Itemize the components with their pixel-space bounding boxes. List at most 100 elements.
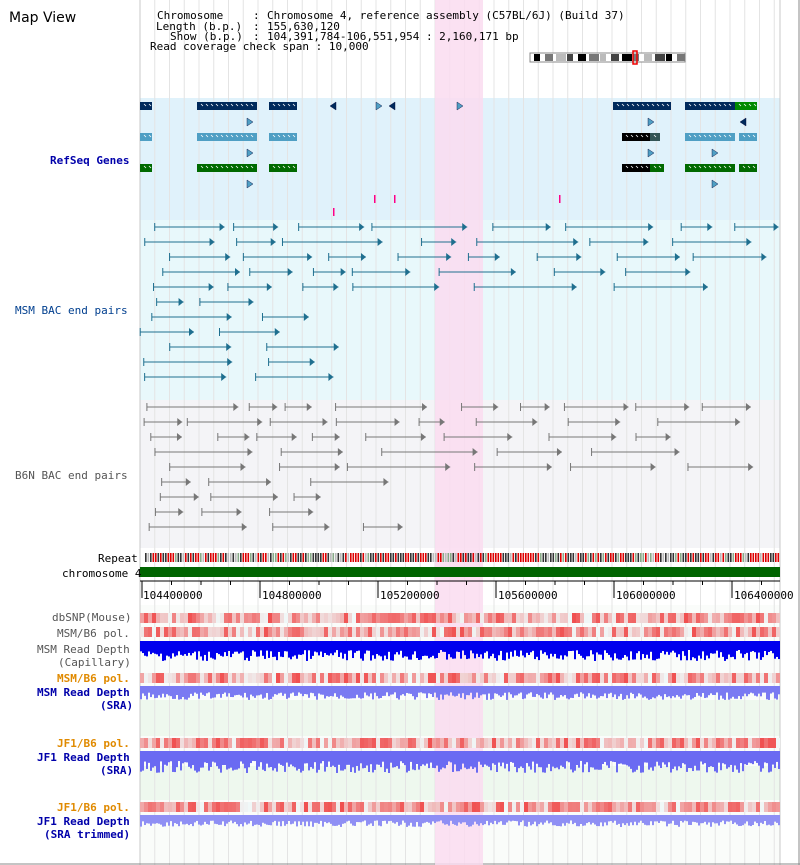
read-depth-bar: [598, 686, 600, 698]
read-depth-bar: [562, 641, 564, 660]
read-depth-bar: [306, 815, 308, 822]
polymorphism-cell: [432, 802, 436, 812]
repeat-element: [340, 553, 342, 562]
read-depth-bar: [472, 815, 474, 825]
bac-end-arrow: [266, 478, 272, 486]
polymorphism-cell: [292, 738, 296, 748]
polymorphism-cell: [428, 673, 432, 683]
jf1-depth-sub: (SRA): [100, 764, 134, 777]
polymorphism-cell: [768, 738, 772, 748]
repeat-element: [592, 553, 595, 562]
repeat-element: [482, 553, 485, 562]
repeat-element: [197, 553, 200, 562]
polymorphism-cell: [224, 613, 228, 623]
read-depth-bar: [768, 815, 770, 825]
repeat-element: [502, 553, 505, 562]
polymorphism-cell: [568, 627, 572, 637]
polymorphism-cell: [420, 613, 424, 623]
bac-end-arrow: [227, 358, 233, 366]
polymorphism-cell: [568, 802, 572, 812]
polymorphism-cell: [352, 738, 356, 748]
polymorphism-cell: [584, 738, 588, 748]
read-depth-bar: [350, 751, 352, 772]
polymorphism-cell: [332, 738, 336, 748]
polymorphism-cell: [692, 627, 696, 637]
gene-tick: [235, 103, 239, 107]
polymorphism-cell: [292, 627, 296, 637]
read-depth-bar: [384, 641, 386, 656]
read-depth-bar: [540, 686, 542, 698]
read-depth-bar: [574, 686, 576, 695]
read-depth-bar: [200, 641, 202, 657]
repeat-element: [722, 553, 725, 562]
msm-bac-label[interactable]: MSM BAC end pairs: [15, 304, 128, 317]
b6n-bac-label[interactable]: B6N BAC end pairs: [15, 469, 128, 482]
read-depth-bar: [324, 686, 326, 699]
read-depth-bar: [460, 751, 462, 770]
polymorphism-cell: [484, 627, 488, 637]
refseq-genes-label[interactable]: RefSeq Genes: [50, 154, 130, 167]
read-depth-bar: [264, 751, 266, 772]
polymorphism-cell: [432, 613, 436, 623]
read-depth-bar: [646, 686, 648, 699]
read-depth-bar: [522, 686, 524, 700]
read-depth-bar: [218, 815, 220, 825]
polymorphism-cell: [376, 627, 380, 637]
read-depth-bar: [484, 686, 486, 695]
read-depth-bar: [324, 641, 326, 654]
read-depth-bar: [298, 686, 300, 693]
read-depth-bar: [454, 641, 456, 659]
read-depth-bar: [592, 751, 594, 768]
read-depth-bar: [568, 751, 570, 763]
repeat-element: [240, 553, 242, 562]
read-depth-bar: [300, 751, 302, 773]
polymorphism-cell: [220, 802, 224, 812]
read-depth-bar: [568, 641, 570, 652]
read-depth-bar: [400, 686, 402, 696]
read-depth-bar: [390, 815, 392, 821]
read-depth-bar: [598, 751, 600, 770]
gene-tick: [631, 103, 635, 107]
read-depth-bar: [446, 641, 448, 660]
polymorphism-cell: [168, 738, 172, 748]
read-depth-bar: [740, 686, 742, 700]
read-depth-bar: [616, 686, 618, 700]
polymorphism-cell: [564, 802, 568, 812]
read-depth-bar: [382, 815, 384, 821]
read-depth-bar: [362, 815, 364, 822]
gene-tick: [645, 134, 649, 138]
read-depth-bar: [722, 751, 724, 764]
read-depth-bar: [720, 815, 722, 823]
repeat-element: [272, 553, 275, 562]
read-depth-bar: [598, 641, 600, 655]
polymorphism-cell: [328, 673, 332, 683]
read-depth-bar: [474, 686, 476, 698]
polymorphism-cell: [200, 673, 204, 683]
polymorphism-cell: [768, 613, 772, 623]
read-depth-bar: [468, 751, 470, 769]
gene-tick: [656, 103, 660, 107]
repeat-element: [145, 553, 147, 562]
gene-tick: [282, 103, 286, 107]
read-depth-bar: [668, 641, 670, 655]
read-depth-bar: [566, 641, 568, 657]
read-depth-bar: [246, 641, 248, 658]
read-depth-bar: [662, 751, 664, 763]
read-depth-bar: [360, 641, 362, 659]
polymorphism-cell: [184, 738, 188, 748]
polymorphism-cell: [272, 673, 276, 683]
gene-tick: [723, 134, 727, 138]
read-depth-bar: [284, 815, 286, 826]
polymorphism-cell: [252, 673, 256, 683]
repeat-element: [510, 553, 512, 562]
read-depth-bar: [314, 751, 316, 763]
read-depth-bar: [634, 641, 636, 660]
polymorphism-cell: [604, 627, 608, 637]
polymorphism-cell: [356, 673, 360, 683]
read-depth-bar: [622, 641, 624, 658]
polymorphism-cell: [596, 673, 600, 683]
polymorphism-cell: [208, 627, 212, 637]
polymorphism-cell: [680, 613, 684, 623]
read-depth-bar: [578, 815, 580, 827]
